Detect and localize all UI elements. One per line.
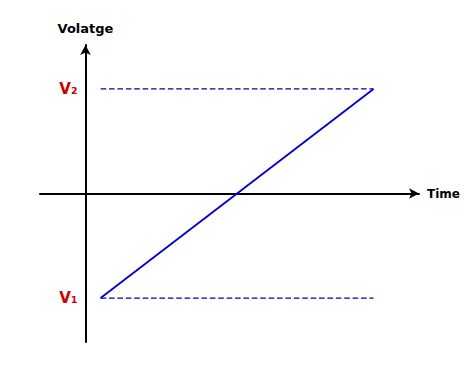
svg-text:V₂: V₂	[59, 80, 77, 98]
svg-text:Volatge: Volatge	[58, 21, 114, 36]
svg-text:Time: Time	[427, 187, 460, 201]
svg-text:V₁: V₁	[59, 289, 77, 307]
